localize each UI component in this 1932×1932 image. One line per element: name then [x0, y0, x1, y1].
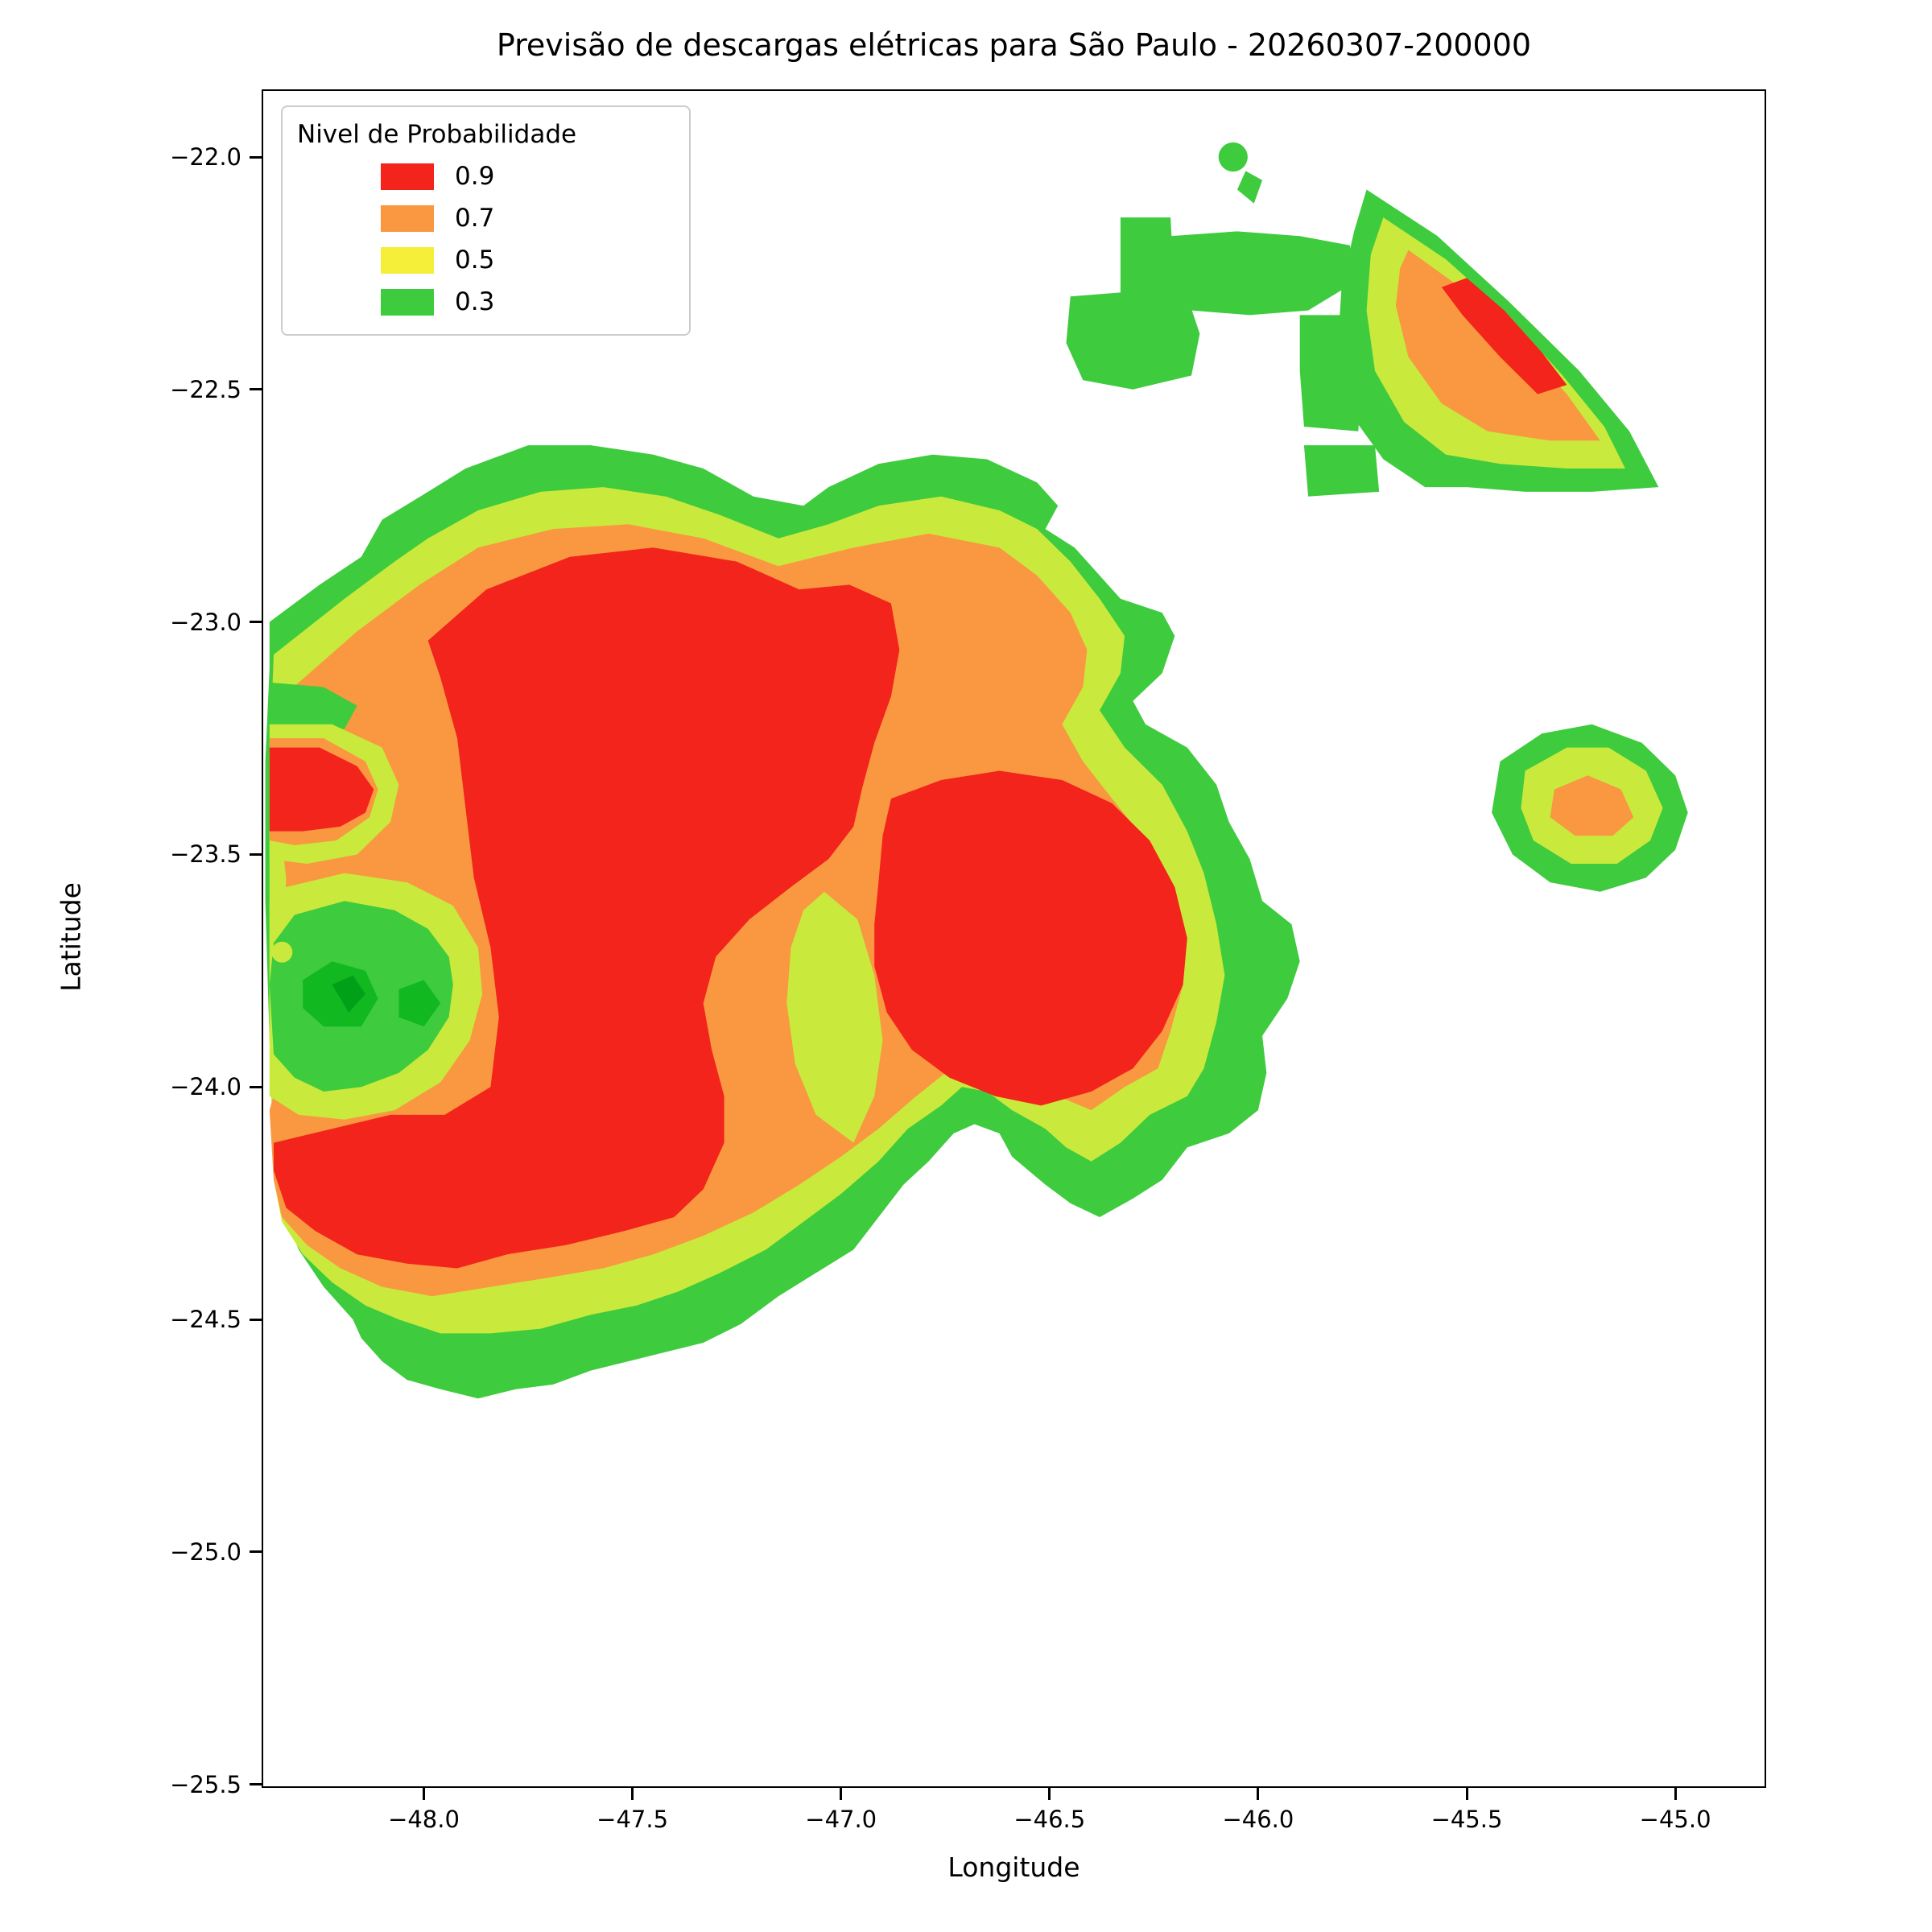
contour-region-island-darkest-spot — [332, 975, 365, 1013]
contour-region-yellow-strip-between-cores — [786, 891, 883, 1143]
contour-region-ne-block-horizontal — [1170, 231, 1355, 316]
y-tick-mark — [250, 1550, 262, 1554]
contour-region-red-core-central — [274, 547, 900, 1269]
y-tick-label: −23.0 — [170, 608, 242, 636]
y-tick-label: −22.0 — [170, 143, 242, 171]
chart-title: Previsão de descargas elétricas para São… — [496, 27, 1532, 63]
contour-region-island-yellow-dot — [271, 941, 293, 963]
y-tick-label: −24.0 — [170, 1073, 242, 1101]
contour-region-west-edge-green-notch — [269, 682, 357, 738]
contour-region-ne-green-dot — [1218, 142, 1248, 172]
legend-item-0-3: 0.3 — [283, 287, 689, 316]
x-tick-label: −46.0 — [1222, 1806, 1294, 1833]
legend-label-0-7: 0.7 — [455, 204, 495, 233]
y-tick-mark — [250, 852, 262, 856]
y-tick-mark — [250, 1318, 262, 1321]
x-tick-mark — [1674, 1788, 1677, 1800]
contour-region-east-blob-orange — [1550, 775, 1634, 836]
x-tick-label: −45.5 — [1430, 1806, 1503, 1833]
y-axis-label: Latitude — [55, 882, 87, 992]
x-tick-mark — [631, 1788, 634, 1800]
legend-title: Nivel de Probabilidade — [297, 120, 577, 149]
x-tick-mark — [1048, 1788, 1051, 1800]
x-tick-label: −48.0 — [388, 1806, 460, 1833]
legend-label-0-9: 0.9 — [455, 162, 495, 191]
legend-swatch-yellow — [381, 246, 434, 274]
legend-swatch-red — [381, 163, 434, 190]
x-tick-mark — [1257, 1788, 1260, 1800]
x-tick-label: −46.5 — [1013, 1806, 1086, 1833]
y-tick-label: −23.5 — [170, 840, 242, 869]
legend-swatch-green — [381, 288, 434, 316]
legend-item-0-9: 0.9 — [283, 162, 689, 191]
x-tick-mark — [423, 1788, 425, 1800]
legend-label-0-5: 0.5 — [455, 246, 495, 275]
y-tick-mark — [250, 388, 262, 391]
y-tick-mark — [250, 1783, 262, 1786]
legend-swatch-orange — [381, 204, 434, 232]
y-tick-label: −22.5 — [170, 375, 242, 403]
y-tick-label: −25.0 — [170, 1538, 242, 1566]
legend: Nivel de Probabilidade 0.9 0.7 0.5 0.3 — [281, 105, 691, 336]
x-tick-mark — [840, 1788, 843, 1800]
contour-region-island-dark-spot-2 — [398, 980, 441, 1027]
legend-item-0-5: 0.5 — [283, 246, 689, 275]
contour-region-ne-block-square — [1066, 291, 1200, 390]
y-tick-mark — [250, 155, 262, 159]
contour-map — [265, 142, 1688, 1399]
contour-region-ne-block-small — [1303, 445, 1380, 497]
legend-label-0-3: 0.3 — [455, 287, 495, 316]
contour-region-ne-fan-red-streak — [1441, 278, 1567, 394]
contour-region-west-patch-red — [269, 747, 374, 832]
x-tick-label: −45.0 — [1639, 1806, 1711, 1833]
legend-item-0-7: 0.7 — [283, 204, 689, 233]
x-tick-label: −47.0 — [805, 1806, 877, 1833]
x-tick-mark — [1465, 1788, 1468, 1800]
contour-region-ne-green-dot-tail — [1237, 171, 1263, 204]
y-tick-mark — [250, 1085, 262, 1088]
y-tick-label: −25.5 — [170, 1770, 242, 1798]
y-tick-label: −24.5 — [170, 1306, 242, 1334]
y-tick-mark — [250, 621, 262, 624]
x-tick-label: −47.5 — [597, 1806, 669, 1833]
x-axis-label: Longitude — [947, 1852, 1080, 1883]
contour-region-red-blob-east — [874, 770, 1187, 1106]
plot-area: Nivel de Probabilidade 0.9 0.7 0.5 0.3 — [262, 89, 1766, 1788]
